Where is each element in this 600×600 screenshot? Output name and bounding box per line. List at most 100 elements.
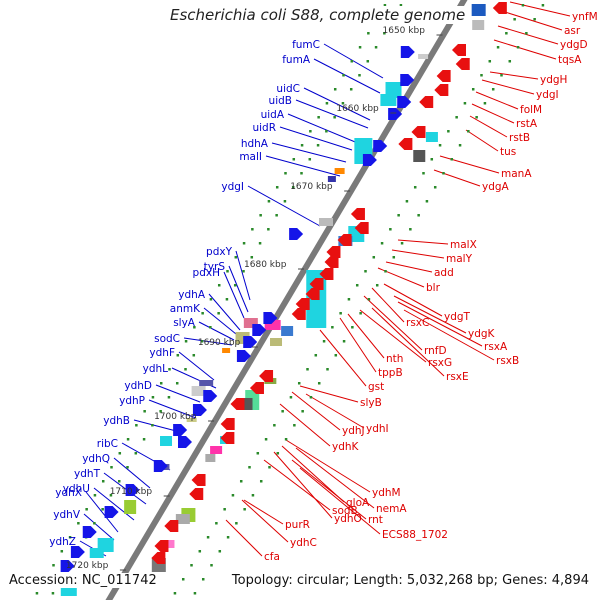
forward-gene-arrow — [397, 96, 412, 108]
forward-gene-arrow — [400, 46, 415, 58]
gene-label-hdhA: hdhA — [241, 138, 269, 150]
tick-label: 1690 kbp — [198, 338, 241, 348]
orf-dot — [93, 494, 97, 497]
orf-dot — [471, 88, 475, 91]
reverse-gene-arrow — [309, 278, 324, 290]
orf-dot — [264, 438, 268, 441]
gene-block — [186, 418, 197, 422]
gene-label-ydhB: ydhB — [103, 415, 130, 427]
leader-line — [225, 519, 263, 557]
reverse-gene-arrow — [259, 370, 274, 382]
forward-gene-arrow — [252, 324, 267, 336]
orf-dot — [126, 466, 129, 469]
gene-label-ydhM: ydhM — [372, 487, 401, 499]
forward-gene-arrow — [243, 336, 258, 348]
orf-dot — [455, 116, 458, 119]
orf-dot — [159, 382, 163, 385]
orf-dot — [339, 312, 342, 315]
leader-line — [203, 307, 237, 335]
gene-label-slyA: slyA — [173, 317, 196, 329]
orf-dot — [218, 550, 222, 553]
leader-line — [471, 103, 515, 124]
reverse-gene-arrow — [220, 418, 235, 430]
orf-dot — [93, 522, 96, 525]
orf-dot — [181, 578, 185, 581]
orf-dot — [317, 116, 320, 119]
leader-line — [299, 385, 359, 403]
orf-dot — [372, 256, 376, 259]
orf-dot — [293, 424, 296, 427]
leader-line — [178, 351, 215, 381]
orf-dot — [417, 214, 420, 217]
gene-label-rsxE: rsxE — [446, 371, 469, 383]
reverse-leader-lines — [225, 1, 571, 557]
orf-dot — [201, 312, 204, 315]
orf-dot — [355, 284, 359, 287]
gene-label-rsxB: rsxB — [496, 355, 519, 367]
gene-label-ydhJ: ydhJ — [342, 425, 365, 437]
orf-dot — [35, 592, 39, 595]
gene-label-ydhU: ydhU — [63, 483, 90, 495]
genome-stats-text: Topology: circular; Length: 5,032,268 bp… — [228, 573, 592, 588]
orf-dot — [496, 46, 500, 49]
reverse-gene-arrow — [398, 138, 413, 150]
gene-label-rstB: rstB — [509, 132, 530, 144]
orf-dot — [291, 186, 295, 189]
leader-line — [155, 384, 201, 403]
leader-line — [439, 155, 500, 174]
gene-label-gst: gst — [368, 381, 384, 393]
orf-dot — [51, 592, 55, 595]
gene-label-pdxY: pdxY — [206, 246, 233, 258]
orf-dot — [430, 158, 434, 161]
orf-dot — [206, 536, 210, 539]
orf-dot — [475, 116, 478, 119]
gene-label-uidR: uidR — [252, 122, 276, 134]
leader-line — [383, 283, 443, 317]
reverse-gene-arrow — [230, 398, 245, 410]
orf-dot — [77, 522, 80, 525]
orf-dot — [184, 368, 187, 371]
gene-block — [175, 514, 190, 524]
gene-label-rsxC: rsxC — [406, 317, 429, 329]
orf-dot — [322, 340, 326, 343]
orf-dot — [198, 550, 202, 553]
leader-line — [371, 307, 445, 377]
forward-gene-arrow — [400, 74, 415, 86]
leader-line — [235, 250, 251, 301]
orf-dot — [258, 242, 262, 245]
leader-line — [223, 271, 245, 319]
gene-block — [199, 380, 214, 386]
orf-dot — [300, 172, 303, 175]
gene-label-gloA: gloA — [346, 497, 370, 509]
forward-gene-arrow — [60, 560, 75, 572]
orf-dot — [331, 326, 334, 329]
orf-dot — [168, 368, 171, 371]
tick-label: 1700 kbp — [154, 412, 197, 422]
leader-line — [363, 295, 423, 351]
orf-dot — [268, 466, 271, 469]
reverse-gene-arrow — [452, 44, 467, 56]
orf-dot — [533, 18, 536, 21]
orf-dot — [505, 32, 508, 35]
gene-label-ydhO: ydhO — [334, 513, 362, 525]
orf-dot — [201, 578, 205, 581]
orf-dot — [309, 396, 313, 399]
orf-dot — [317, 382, 321, 385]
gene-label-ydhV: ydhV — [53, 509, 81, 521]
orf-dot — [366, 60, 370, 63]
orf-dot — [231, 494, 235, 497]
gene-block — [264, 320, 281, 330]
leader-line — [295, 99, 369, 129]
tick-label: 1680 kbp — [244, 260, 287, 270]
gene-block — [472, 20, 485, 30]
reverse-gene-arrow — [326, 246, 341, 258]
orf-dot — [364, 270, 367, 273]
orf-dot — [209, 326, 212, 329]
leader-line — [397, 239, 449, 245]
leader-line — [299, 467, 381, 535]
leader-line — [319, 329, 367, 387]
gene-label-ydhC: ydhC — [290, 537, 317, 549]
orf-dot — [413, 186, 417, 189]
orf-dot — [422, 172, 425, 175]
